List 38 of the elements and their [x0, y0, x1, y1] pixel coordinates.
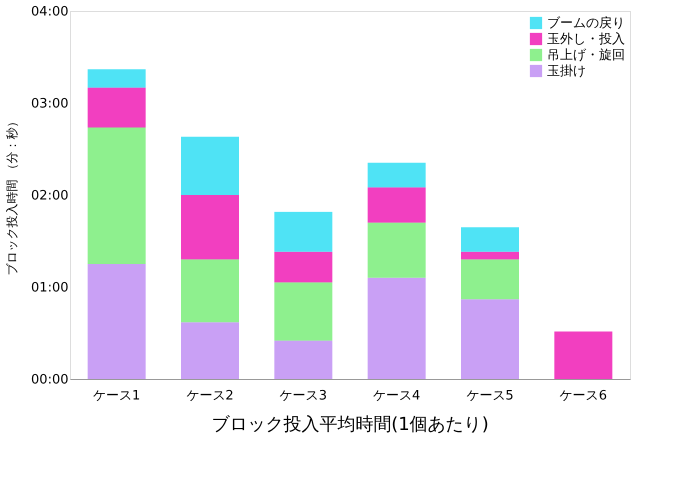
bar [461, 252, 519, 260]
bar [88, 88, 146, 128]
bar [88, 69, 146, 88]
text: ブロック投入平均時間(1個あたり) [211, 414, 489, 435]
bar [88, 264, 146, 379]
bar [88, 128, 146, 264]
bar [274, 340, 332, 379]
bar [181, 136, 239, 195]
x-tick-label: ケース4 [373, 388, 420, 404]
bar [368, 278, 426, 379]
legend-label: ブームの戻り [547, 16, 625, 31]
bar [368, 187, 426, 223]
bar [461, 227, 519, 252]
y-tick-label: 01:00 [31, 280, 68, 296]
y-tick-label: 03:00 [31, 96, 68, 112]
bar [461, 259, 519, 300]
bar [274, 282, 332, 341]
bar [274, 252, 332, 282]
bar [181, 322, 239, 379]
bar [274, 212, 332, 252]
y-axis-title: ブロック投入時間 （分：秒） [5, 116, 20, 276]
y-tick-label: 00:00 [31, 372, 68, 388]
x-tick-label: ケース2 [186, 388, 234, 404]
legend-label: 吊上げ・旋回 [547, 48, 625, 63]
x-tick-label: ケース3 [280, 388, 327, 404]
bar [368, 162, 426, 188]
bar [461, 299, 519, 379]
y-tick-label: 02:00 [31, 188, 68, 204]
legend-label: 玉掛け [547, 64, 586, 79]
x-tick-label: ケース6 [560, 388, 607, 404]
bar [554, 331, 612, 379]
y-tick-label: 04:00 [31, 4, 68, 20]
bar [181, 195, 239, 260]
x-tick-label: ケース5 [466, 388, 514, 404]
legend-label: 玉外し・投入 [547, 32, 625, 47]
x-tick-label: ケース1 [93, 388, 140, 404]
bar [368, 222, 426, 278]
bar [181, 259, 239, 322]
